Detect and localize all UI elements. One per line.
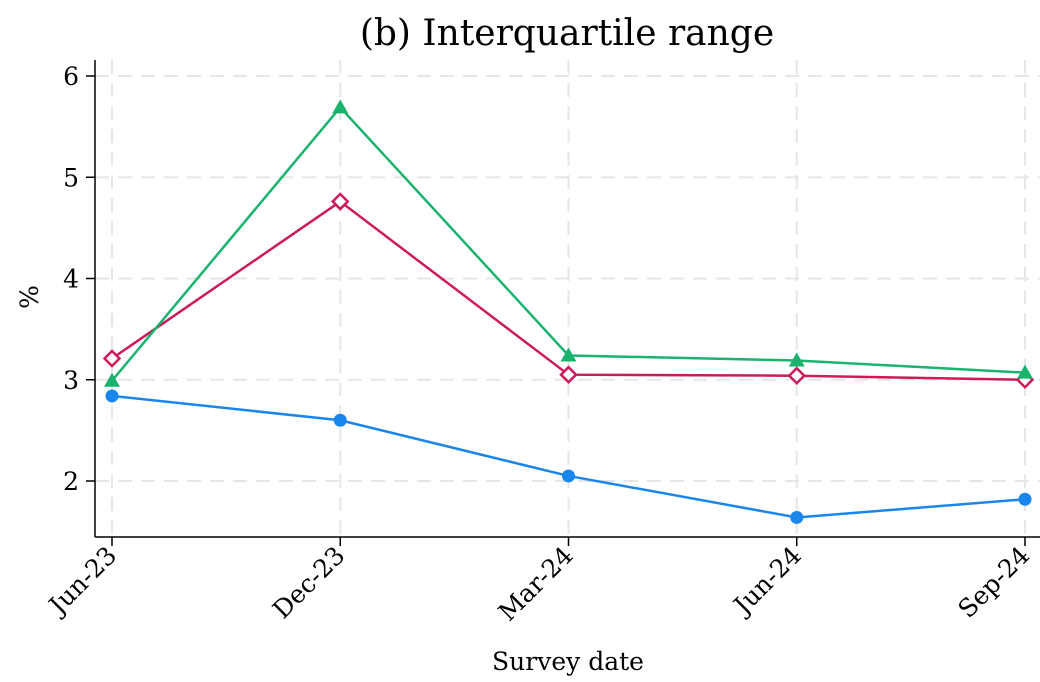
- y-tick-label: 5: [63, 163, 79, 192]
- x-axis-label: Survey date: [492, 647, 644, 676]
- data-point: [1018, 492, 1032, 506]
- y-tick-label: 6: [63, 62, 79, 91]
- data-point: [790, 510, 804, 524]
- x-tick-label: Jun-23: [41, 541, 122, 622]
- data-point: [102, 349, 122, 368]
- series-2: [102, 192, 1035, 390]
- data-point: [104, 372, 120, 387]
- y-tick-label: 3: [63, 366, 79, 395]
- data-point: [560, 347, 577, 362]
- data-point: [332, 99, 349, 114]
- chart-title: (b) Interquartile range: [360, 13, 774, 54]
- x-tick-label: Dec-23: [267, 541, 351, 625]
- data-point: [562, 469, 575, 483]
- data-point: [105, 389, 119, 403]
- x-tick-label: Jun-24: [726, 541, 807, 622]
- x-tick-label: Sep-24: [952, 541, 1035, 624]
- series-1: [105, 389, 1032, 524]
- data-point: [330, 192, 350, 211]
- y-tick-label: 4: [63, 265, 79, 294]
- y-axis-label: %: [15, 285, 44, 309]
- data-point: [333, 413, 347, 427]
- series-3: [104, 99, 1033, 387]
- x-tick-label: Mar-24: [493, 541, 579, 627]
- data-point: [1017, 364, 1033, 379]
- data-point: [787, 366, 807, 385]
- data-point: [788, 352, 805, 367]
- series-group: [102, 99, 1035, 524]
- axes: 2 3 4 5 6 Jun-23 Dec-23 Mar-24 Jun-24 Sep-24: [41, 60, 1040, 627]
- data-point: [559, 365, 578, 384]
- grid-lines: [95, 60, 1040, 537]
- y-tick-label: 2: [63, 467, 79, 496]
